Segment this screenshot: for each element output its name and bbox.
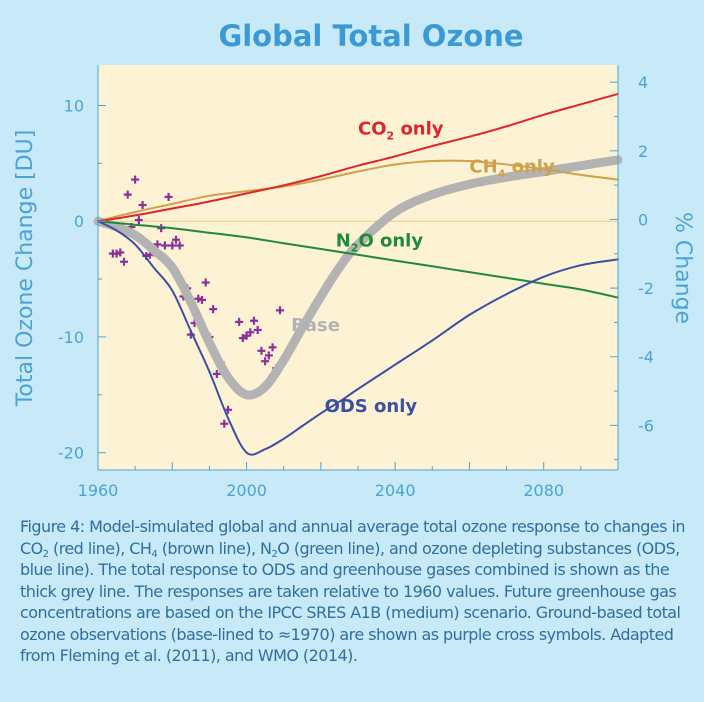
observation-marker xyxy=(123,190,132,199)
caption-text: Figure 4: Model-simulated global and ann… xyxy=(20,517,686,558)
y2-tick-label: 4 xyxy=(638,73,648,92)
observation-marker xyxy=(201,278,210,287)
observation-marker xyxy=(131,175,140,184)
series-label-base: Base xyxy=(291,315,340,336)
y-tick-label: -20 xyxy=(58,444,84,463)
observation-marker xyxy=(134,216,143,225)
y-tick-label: 10 xyxy=(64,97,84,116)
observation-marker xyxy=(264,351,273,360)
observation-marker xyxy=(235,317,244,326)
observation-marker xyxy=(250,316,258,325)
series-label-co2-only: CO2 only xyxy=(358,118,444,142)
observation-marker xyxy=(164,192,173,201)
caption-text: (red line), CH xyxy=(48,538,152,558)
observation-marker xyxy=(253,325,262,334)
series-label-ods-only: ODS only xyxy=(325,396,418,417)
series-line-base xyxy=(93,155,623,400)
y-tick-label: -10 xyxy=(58,328,84,347)
y2-axis-label: % Change xyxy=(670,212,695,324)
y2-tick-label: 0 xyxy=(638,210,648,229)
axes: 1960 2000 2040 2080 10 0 -10 -20 4 2 0 -2 -4 -6 xyxy=(58,65,654,500)
observation-marker xyxy=(276,306,284,315)
observation-marker xyxy=(160,241,169,250)
chart-title: Global Total Ozone xyxy=(218,19,523,53)
caption-text: (brown line), N xyxy=(157,538,272,558)
observation-marker xyxy=(198,295,206,304)
observation-marker xyxy=(120,257,128,266)
caption-subscript: 2 xyxy=(42,548,49,560)
observation-marker xyxy=(268,343,277,352)
y2-tick-label: -2 xyxy=(638,279,654,298)
observation-marker xyxy=(116,248,125,257)
observation-marker xyxy=(168,241,177,250)
observation-marker xyxy=(246,328,255,337)
series-line-co2-only xyxy=(97,92,619,223)
y2-tick-label: -6 xyxy=(638,416,654,435)
y2-tick-label: -4 xyxy=(638,348,654,367)
figure-caption: Figure 4: Model-simulated global and ann… xyxy=(20,516,696,667)
series-line-ch4-only xyxy=(97,159,619,223)
x-tick-label: 2040 xyxy=(375,481,416,500)
observation-marker xyxy=(212,369,221,378)
y-axis-label: Total Ozone Change [DU] xyxy=(13,130,38,408)
y2-tick-label: 2 xyxy=(638,142,648,161)
observations-layer xyxy=(108,175,284,428)
y-tick-label: 0 xyxy=(74,212,84,231)
observation-marker xyxy=(257,346,266,355)
observation-marker xyxy=(138,201,147,210)
observation-marker xyxy=(153,240,162,249)
observation-marker xyxy=(220,419,229,428)
x-tick-label: 2000 xyxy=(226,481,267,500)
observation-marker xyxy=(172,235,180,244)
observation-marker xyxy=(175,241,184,250)
observation-marker xyxy=(261,357,270,366)
chart: Global Total Ozone CO2 only CH4 only N2O o… xyxy=(13,19,695,500)
x-tick-label: 1960 xyxy=(78,481,119,500)
caption-subscript: 2 xyxy=(271,548,278,560)
series-label-n2o-only: N2O only xyxy=(336,231,424,255)
series-layer xyxy=(93,92,623,456)
observation-marker xyxy=(209,305,218,314)
series-line-ods-only xyxy=(97,220,619,456)
caption-subscript: 4 xyxy=(151,548,158,560)
x-tick-label: 2080 xyxy=(523,481,564,500)
series-labels: CO2 only CH4 only N2O only Base ODS only xyxy=(291,118,555,417)
series-label-ch4-only: CH4 only xyxy=(469,157,555,181)
caption-text: O (green line), and ozone depleting subs… xyxy=(20,538,681,666)
plot-area xyxy=(98,65,618,470)
